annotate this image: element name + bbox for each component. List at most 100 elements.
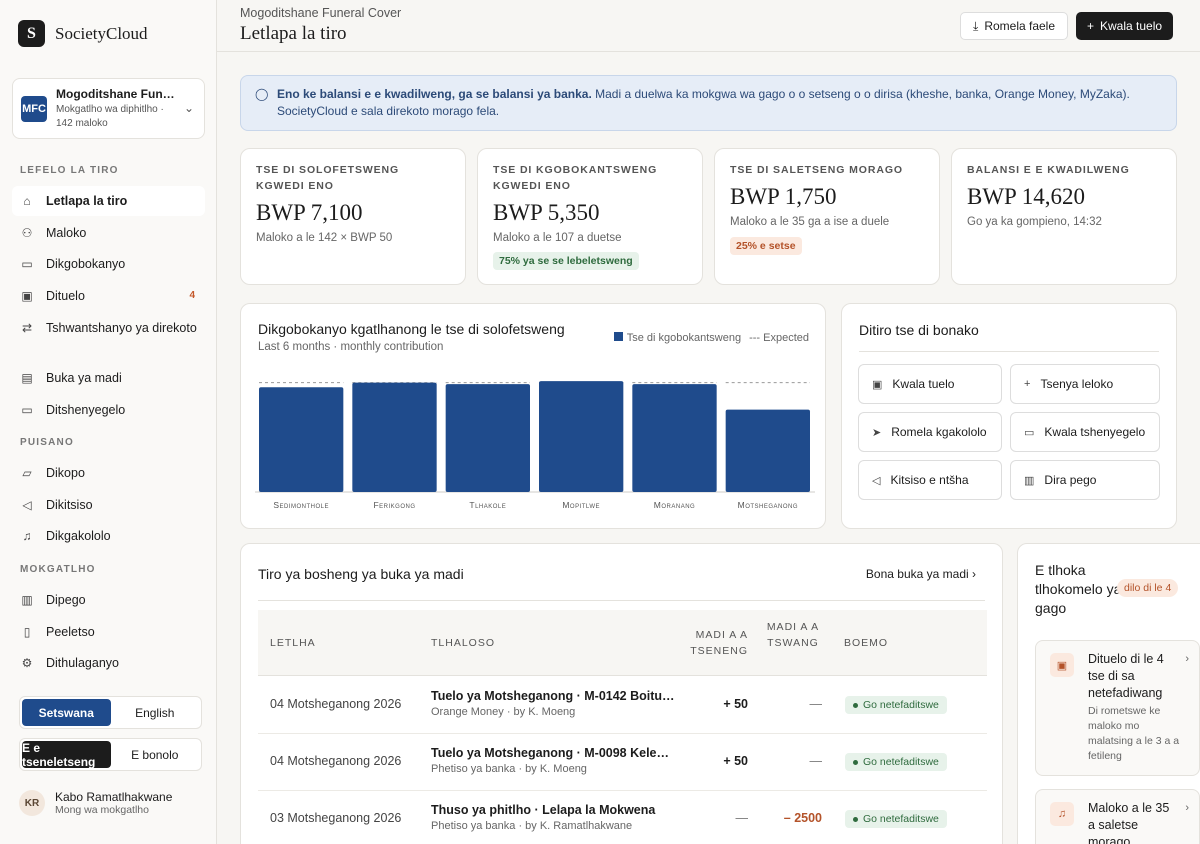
divider [859, 351, 1159, 352]
attention-item-overdue-members[interactable]: ♫ Maloko a le 35 a saletse morago › [1035, 789, 1200, 844]
chart-legend: Tse di kgobokantsweng --- Expected [613, 332, 809, 344]
users-icon: ⚇ [21, 226, 33, 240]
chart-bar[interactable] [352, 382, 437, 492]
page-title: Letlapa la tiro [240, 23, 347, 44]
row-description-title: Tuelo ya Motsheganong · M-0142 Boitumelo [431, 689, 676, 703]
card-icon: ▭ [21, 257, 33, 271]
sidebar-item-reminders[interactable]: ♫ Dikgakololo [12, 521, 205, 551]
sidebar-item-label: Peeletso [46, 625, 95, 639]
column-header-date: LETLHA [270, 637, 316, 649]
sidebar-item-label: Buka ya madi [46, 371, 122, 385]
table-header: LETLHA TLHALOSO MADI A A TSENENG MADI A … [258, 610, 987, 676]
sidebar-item-payments[interactable]: ▣ Dituelo 4 [12, 281, 205, 311]
sidebar-item-dashboard[interactable]: ⌂ Letlapa la tiro [12, 186, 205, 216]
kpi-subtext: Maloko a le 35 ga a ise a duele [730, 216, 890, 228]
view-ledger-link[interactable]: Bona buka ya madi › [866, 567, 976, 581]
record-payment-button[interactable]: + Kwala tuelo [1076, 12, 1174, 40]
info-banner: ◯ Eno ke balansi e e kwadilweng, ga se b… [240, 75, 1177, 131]
sidebar-item-reconciliation[interactable]: ⇄ Tshwantshanyo ya direkoto [12, 313, 205, 343]
chart-bar[interactable] [539, 381, 624, 492]
sidebar-item-label: Dithulaganyo [46, 656, 119, 670]
quick-action-label: Dira pego [1044, 473, 1097, 487]
nav-section-workspace: LEFELO LA TIRO [20, 165, 119, 176]
legend-collected: Tse di kgobokantsweng [613, 332, 741, 344]
user-profile[interactable]: KR Kabo Ramatlhakwane Mong wa mokgatlho [19, 790, 172, 816]
nav-section-organisation: MOKGATLHO [20, 564, 96, 575]
chart-bar[interactable] [445, 384, 530, 492]
row-date: 04 Motsheganong 2026 [270, 754, 402, 768]
receipt-icon: ▭ [21, 403, 33, 417]
chevron-right-icon: › [1185, 802, 1189, 814]
export-button[interactable]: ⤓ Romela faele [960, 12, 1069, 40]
attention-item-pending-payments[interactable]: ▣ Dituelo di le 4 tse di sa netefadiwang… [1035, 640, 1200, 776]
row-description-sub: Phetiso ya banka · by K. Moeng [431, 763, 587, 775]
sidebar-item-members[interactable]: ⚇ Maloko [12, 218, 205, 248]
sidebar: S SocietyCloud MFC Mogoditshane Funeral … [0, 0, 217, 844]
sidebar-item-expenses[interactable]: ▭ Ditshenyegelo [12, 395, 205, 425]
sidebar-item-label: Tshwantshanyo ya direkoto [46, 321, 197, 335]
chart-bar[interactable] [632, 384, 717, 492]
kpi-subtext: Maloko a le 107 a duetse [493, 232, 622, 244]
kpi-subtext: Maloko a le 142 × BWP 50 [256, 232, 393, 244]
sidebar-item-announcements[interactable]: ◁ Dikitsiso [12, 490, 205, 520]
info-banner-text: Madi a duelwa ka mokgwa wa gago o o sets… [277, 87, 1130, 118]
sidebar-item-ledger[interactable]: ▤ Buka ya madi [12, 363, 205, 393]
sidebar-item-constitution[interactable]: ▯ Peeletso [12, 617, 205, 647]
org-name: Mogoditshane Funeral Cover [56, 87, 176, 101]
row-amount-in: + 50 [723, 697, 748, 711]
chart-title: Dikgobokanyo kgatlhanong le tse di solof… [258, 321, 565, 337]
language-english-option[interactable]: English [135, 705, 175, 720]
row-date: 04 Motsheganong 2026 [270, 697, 402, 711]
inbox-icon: ▱ [22, 466, 32, 480]
megaphone-icon: ◁ [872, 474, 881, 487]
attention-count-badge: dilo di le 4 [1117, 579, 1179, 597]
sidebar-item-requests[interactable]: ▱ Dikopo [12, 458, 205, 488]
sidebar-item-label: Dikgobokanyo [46, 257, 126, 271]
quick-action-label: Tsenya leloko [1040, 377, 1114, 391]
theme-light-option[interactable]: E bonolo [131, 747, 179, 762]
sidebar-item-label: Dikitsiso [46, 498, 93, 512]
sidebar-item-settings[interactable]: ⚙ Dithulaganyo [12, 648, 205, 678]
sidebar-item-label: Dikopo [46, 466, 85, 480]
table-row[interactable]: 04 Motsheganong 2026 Tuelo ya Motshegano… [258, 734, 987, 791]
sidebar-item-label: Ditshenyegelo [46, 403, 126, 417]
brand[interactable]: S SocietyCloud [18, 20, 148, 47]
sidebar-item-label: Letlapa la tiro [46, 194, 128, 208]
sidebar-item-contributions[interactable]: ▭ Dikgobokanyo [12, 249, 205, 279]
quick-record-expense-button[interactable]: ▭ Kwala tshenyegelo [1010, 412, 1160, 452]
status-label: Go netefaditswe [863, 699, 939, 711]
table-row[interactable]: 04 Motsheganong 2026 Tuelo ya Motshegano… [258, 677, 987, 734]
plus-icon: + [1087, 19, 1095, 33]
kpi-subtext: Go ya ka gompieno, 14:32 [967, 216, 1102, 228]
quick-create-report-button[interactable]: ▥ Dira pego [1010, 460, 1160, 500]
chart-bar[interactable] [259, 387, 344, 492]
sidebar-item-label: Dikgakololo [46, 529, 111, 543]
quick-action-label: Romela kgakololo [891, 425, 987, 439]
status-badge: Go netefaditswe [845, 696, 947, 714]
sidebar-item-label: Dituelo [46, 289, 85, 303]
language-toggle: Setswana English [19, 696, 202, 729]
bar-chart-icon: ▥ [1024, 474, 1035, 487]
quick-send-reminder-button[interactable]: ➤ Romela kgakololo [858, 412, 1002, 452]
row-description-sub: Phetiso ya banka · by K. Ramatlhakwane [431, 820, 633, 832]
org-subtitle: Mokgatlho wa diphitlho · 142 maloko [56, 104, 164, 129]
chart-bar[interactable] [725, 409, 810, 492]
status-dot-icon [853, 816, 858, 822]
chevron-right-icon: › [1185, 653, 1189, 665]
table-row[interactable]: 03 Motsheganong 2026 Thuso ya phitlho · … [258, 791, 987, 844]
nav-section-communication: PUISANO [20, 437, 74, 448]
status-badge: 25% e setse [730, 237, 802, 255]
export-button-label: Romela faele [984, 19, 1056, 33]
language-setswana-option[interactable]: Setswana [22, 699, 111, 726]
sidebar-item-reports[interactable]: ▥ Dipego [12, 585, 205, 615]
attention-item-subtext: Di rometswe ke maloko mo malatsing a le … [1088, 705, 1180, 762]
column-header-description: TLHALOSO [431, 637, 496, 649]
quick-add-member-button[interactable]: + Tsenya leloko [1010, 364, 1160, 404]
row-description-title: Thuso ya phitlho · Lelapa la Mokwena [431, 803, 656, 817]
org-switcher[interactable]: MFC Mogoditshane Funeral Cover Mokgatlho… [12, 78, 205, 139]
x-tick-label: Motsheganong [738, 500, 798, 510]
theme-dark-option[interactable]: E e tseneletseng [22, 741, 111, 769]
row-amount-out: — [809, 697, 823, 711]
quick-record-payment-button[interactable]: ▣ Kwala tuelo [858, 364, 1002, 404]
quick-new-announcement-button[interactable]: ◁ Kitsiso e ntšha [858, 460, 1002, 500]
